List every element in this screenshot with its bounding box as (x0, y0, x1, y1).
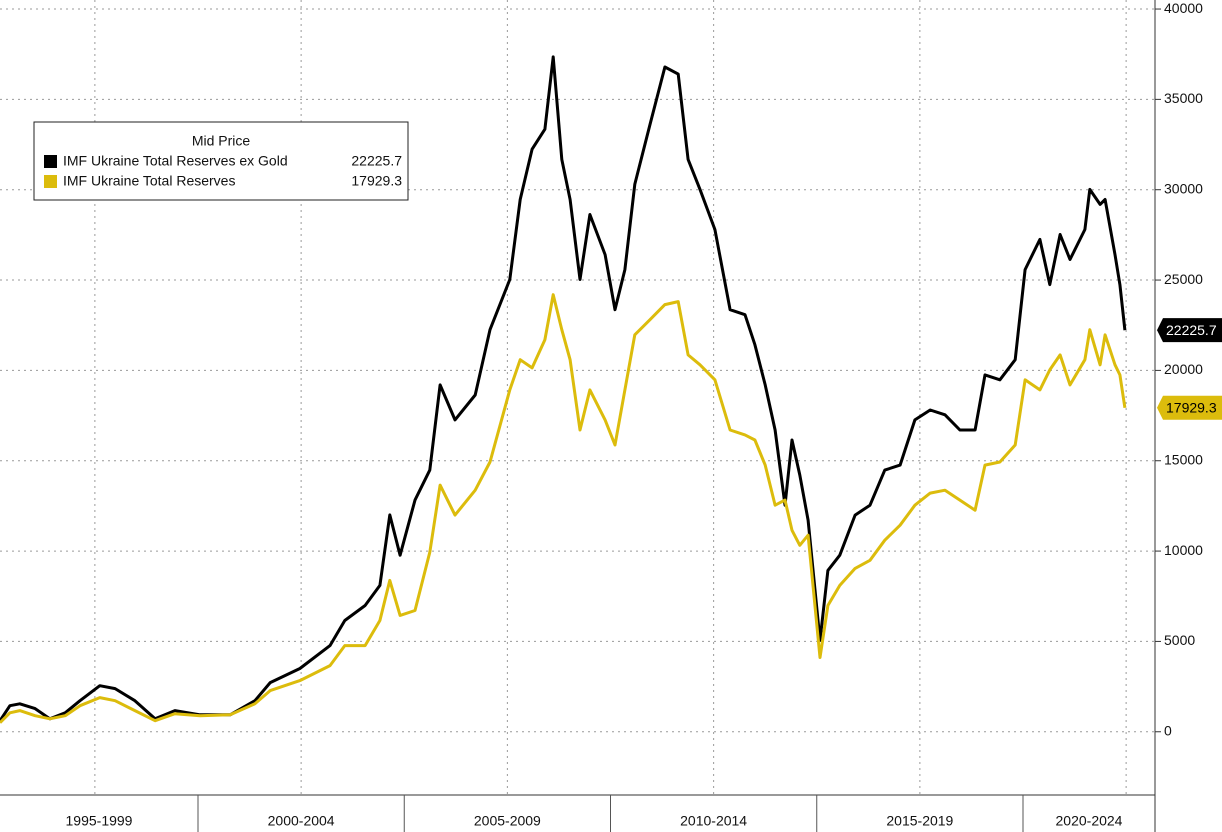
last-value-label: 22225.7 (1166, 322, 1217, 338)
y-tick-label: 5000 (1164, 632, 1195, 648)
legend-value: 17929.3 (351, 173, 402, 189)
series-line (0, 293, 1127, 724)
last-value-label: 17929.3 (1166, 400, 1217, 416)
y-tick-label: 35000 (1164, 90, 1203, 106)
x-tick-label: 1995-1999 (66, 813, 133, 829)
legend-label: IMF Ukraine Total Reserves (63, 173, 235, 189)
y-tick-label: 25000 (1164, 271, 1203, 287)
last-value-tag (1157, 318, 1222, 343)
legend-title: Mid Price (192, 133, 251, 149)
legend-swatch (44, 155, 57, 168)
y-tick-label: 40000 (1164, 0, 1203, 16)
x-tick-label: 2000-2004 (268, 813, 335, 829)
y-tick-label: 15000 (1164, 451, 1203, 467)
legend-box (33, 121, 409, 201)
series-line (0, 55, 1127, 722)
legend-swatch (44, 175, 57, 188)
legend: Mid Price IMF Ukraine Total Reserves ex G… (33, 121, 409, 201)
x-tick-label: 2010-2014 (680, 813, 747, 829)
y-tick-label: 20000 (1164, 361, 1203, 377)
y-tick-label: 30000 (1164, 180, 1203, 196)
y-tick-label: 10000 (1164, 542, 1203, 558)
last-value-tag (1157, 395, 1222, 420)
x-tick-label: 2005-2009 (474, 813, 541, 829)
x-tick-label: 2020-2024 (1056, 813, 1123, 829)
legend-value: 22225.7 (351, 153, 402, 169)
y-tick-label: 0 (1164, 722, 1172, 738)
x-tick-label: 2015-2019 (886, 813, 953, 829)
legend-label: IMF Ukraine Total Reserves ex Gold (63, 153, 288, 169)
